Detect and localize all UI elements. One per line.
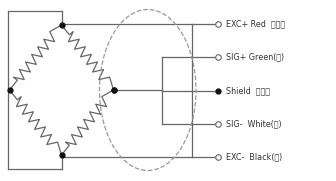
Text: EXC-  Black(黑): EXC- Black(黑) <box>226 153 282 161</box>
Text: SIG+ Green(绿): SIG+ Green(绿) <box>226 53 284 62</box>
Text: SIG-  White(白): SIG- White(白) <box>226 119 282 128</box>
Text: Shield  屏蔽线: Shield 屏蔽线 <box>226 86 270 95</box>
Text: EXC+ Red  （红）: EXC+ Red （红） <box>226 20 285 28</box>
